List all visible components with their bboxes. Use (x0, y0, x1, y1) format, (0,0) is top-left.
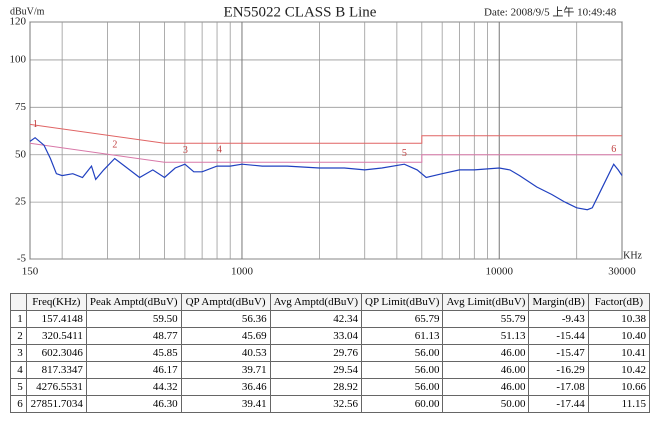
table-cell: 56.00 (361, 361, 444, 379)
table-cell: 33.04 (269, 327, 363, 345)
table-cell: 602.3046 (25, 344, 87, 362)
result-table: Freq(KHz) Peak Amptd(dBuV) QP Amptd(dBuV) A… (10, 293, 650, 413)
table-row: 6 27851.7034 46.30 39.41 32.56 60.00 50.00 -17.… (10, 395, 650, 413)
column-header: Peak Amptd(dBuV) (85, 293, 182, 311)
table-body: Freq(KHz) Peak Amptd(dBuV) QP Amptd(dBuV) A… (10, 293, 650, 413)
y-label: dBuV/m (10, 6, 45, 17)
row-index: 6 (10, 395, 27, 413)
line-series (29, 123, 622, 144)
marker-label: 1 (33, 119, 38, 130)
table-cell: 60.00 (361, 395, 444, 413)
table-cell: -9.43 (528, 310, 589, 328)
table-cell: 11.15 (587, 395, 650, 413)
marker-label: 4 (217, 144, 222, 155)
table-cell: -17.44 (528, 395, 589, 413)
x-label: KHz (623, 250, 642, 261)
table-cell: 157.4148 (25, 310, 87, 328)
table-cell: 61.13 (361, 327, 444, 345)
table-cell: 45.85 (85, 344, 182, 362)
table-cell: 10.38 (587, 310, 650, 328)
header-row: Freq(KHz) Peak Amptd(dBuV) QP Amptd(dBuV) A… (10, 293, 650, 311)
column-header: QP Amptd(dBuV) (180, 293, 271, 311)
table-cell: 45.69 (180, 327, 271, 345)
table-cell: 46.00 (442, 361, 530, 379)
table-cell: 29.54 (269, 361, 363, 379)
table-cell: 39.41 (180, 395, 271, 413)
x-tick-label: 1000 (231, 266, 254, 278)
table-cell: -15.47 (528, 344, 589, 362)
table-cell: 39.71 (180, 361, 271, 379)
column-header: Avg Amptd(dBuV) (269, 293, 363, 311)
x-tick-label: 30000 (608, 266, 636, 278)
table-row: 4 817.3347 46.17 39.71 29.54 56.00 46.00 -16.29… (10, 361, 650, 379)
table-cell: 55.79 (442, 310, 530, 328)
table-cell: 48.77 (85, 327, 182, 345)
table-cell: 56.00 (361, 378, 444, 396)
marker-label: 2 (112, 139, 117, 150)
table-cell: 36.46 (180, 378, 271, 396)
table-row: 3 602.3046 45.85 40.53 29.76 56.00 46.00 -15.47… (10, 344, 650, 362)
table-cell: 50.00 (442, 395, 530, 413)
table-cell: 28.92 (269, 378, 363, 396)
row-index: 1 (10, 310, 27, 328)
y-tick-label: 50 (15, 148, 27, 160)
table-cell: 46.00 (442, 344, 530, 362)
table-cell: 56.36 (180, 310, 271, 328)
table-row: 5 4276.5531 44.32 36.46 28.92 56.00 46.00 -17.0… (10, 378, 650, 396)
table-cell: -15.44 (528, 327, 589, 345)
row-index: 5 (10, 378, 27, 396)
table-row: 2 320.5411 48.77 45.69 33.04 61.13 51.13 -15.44… (10, 327, 650, 345)
row-index: 4 (10, 361, 27, 379)
line-series (29, 142, 622, 163)
table-cell: -16.29 (528, 361, 589, 379)
table-cell: 10.41 (587, 344, 650, 362)
column-header: Margin(dB) (528, 293, 589, 311)
table-cell: 320.5411 (25, 327, 87, 345)
table-cell: 27851.7034 (25, 395, 87, 413)
y-tick-label: 25 (15, 196, 27, 208)
table-cell: 40.53 (180, 344, 271, 362)
row-index: 3 (10, 344, 27, 362)
corner-cell (10, 293, 27, 311)
marker-label: 3 (183, 145, 188, 156)
table-cell: 817.3347 (25, 361, 87, 379)
table-row: 1 157.4148 59.50 56.36 42.34 65.79 55.79 -9.43 1… (10, 310, 650, 328)
table-cell: 46.17 (85, 361, 182, 379)
column-header: Factor(dB) (587, 293, 650, 311)
date: Date: 2008/9/5 上午 10:49:48 (484, 6, 617, 19)
x-tick-label: 150 (22, 266, 39, 278)
column-header: Freq(KHz) (25, 293, 87, 311)
table-cell: 46.30 (85, 395, 182, 413)
table-cell: 10.40 (587, 327, 650, 345)
column-header: Avg Limit(dBuV) (442, 293, 530, 311)
marker-label: 5 (402, 148, 407, 159)
column-header: QP Limit(dBuV) (361, 293, 444, 311)
table-cell: 42.34 (269, 310, 363, 328)
table-cell: -17.08 (528, 378, 589, 396)
table-cell: 10.66 (587, 378, 650, 396)
chart-title: EN55022 CLASS B Line (224, 4, 377, 20)
table-cell: 46.00 (442, 378, 530, 396)
x-tick-label: 10000 (485, 266, 513, 278)
line-series (29, 136, 623, 211)
table-cell: 10.42 (587, 361, 650, 379)
chart: EN55022 CLASS B Line Date: 2008/9/5 上午 1… (10, 4, 643, 278)
table-cell: 51.13 (442, 327, 530, 345)
plot-frame (29, 21, 623, 260)
table-cell: 32.56 (269, 395, 363, 413)
row-index: 2 (10, 327, 27, 345)
y-tick-label: 120 (10, 16, 27, 28)
table-cell: 29.76 (269, 344, 363, 362)
y-tick-label: -5 (17, 253, 27, 265)
table-cell: 56.00 (361, 344, 444, 362)
y-tick-label: 100 (10, 53, 27, 65)
table-cell: 59.50 (85, 310, 182, 328)
y-tick-label: 75 (15, 101, 27, 113)
table-cell: 65.79 (361, 310, 444, 328)
table-cell: 4276.5531 (25, 378, 87, 396)
marker-label: 6 (611, 144, 616, 155)
table-cell: 44.32 (85, 378, 182, 396)
